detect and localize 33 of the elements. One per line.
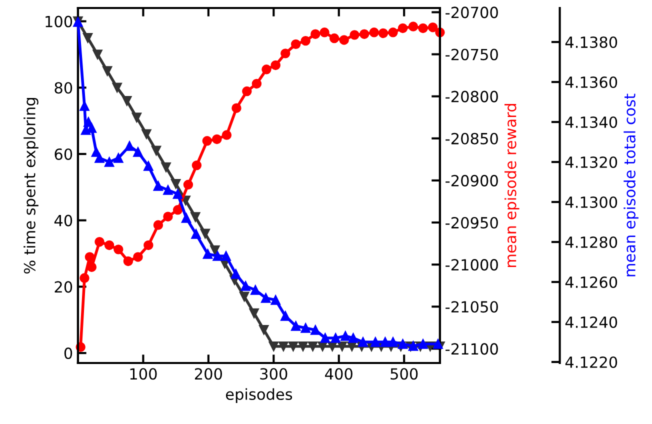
y2-tick-label: -20850	[446, 132, 498, 144]
x-tick-label: 300	[260, 368, 288, 380]
y2-tick-label: -21050	[446, 301, 498, 313]
x-tick-label: 200	[194, 368, 222, 380]
y3-tick-label: 4.1320	[565, 156, 618, 168]
y3-tick-label: 4.1340	[565, 116, 618, 128]
y3-tick-label: 4.1220	[565, 356, 618, 368]
y3-tick-label: 4.1380	[565, 36, 618, 48]
y-tick-label: 0	[64, 348, 72, 360]
y-tick-label: 20	[54, 281, 72, 293]
y2-tick-label: -20900	[446, 174, 498, 186]
x-tick-label: 100	[130, 368, 157, 380]
x-axis-title: episodes	[226, 388, 292, 403]
y3-tick-label: 4.1280	[565, 236, 618, 248]
y-tick-label: 40	[54, 214, 72, 226]
y3-tick-label: 4.1300	[565, 196, 618, 208]
y2-tick-label: -21000	[446, 259, 498, 271]
y3-tick-label: 4.1240	[565, 316, 618, 328]
y2-tick-label: -20950	[446, 216, 498, 229]
y-tick-label: 100	[46, 16, 72, 28]
y-tick-label: 60	[54, 148, 72, 160]
y2-axis-title: mean episode reward	[504, 104, 520, 267]
y-tick-label: 80	[54, 82, 72, 94]
y2-tick-label: -21100	[446, 343, 498, 355]
y2-tick-label: -20800	[446, 90, 498, 102]
x-tick-label: 500	[390, 368, 418, 380]
y3-tick-label: 4.1360	[565, 76, 618, 88]
y-axis-title: % time spent exploring	[24, 98, 38, 274]
y2-tick-label: -20750	[446, 48, 498, 60]
y3-axis-title: mean episode total cost	[624, 94, 638, 276]
y2-tick-label: -20700	[446, 6, 498, 18]
x-tick-label: 400	[325, 368, 352, 380]
y3-tick-label: 4.1260	[565, 276, 618, 288]
